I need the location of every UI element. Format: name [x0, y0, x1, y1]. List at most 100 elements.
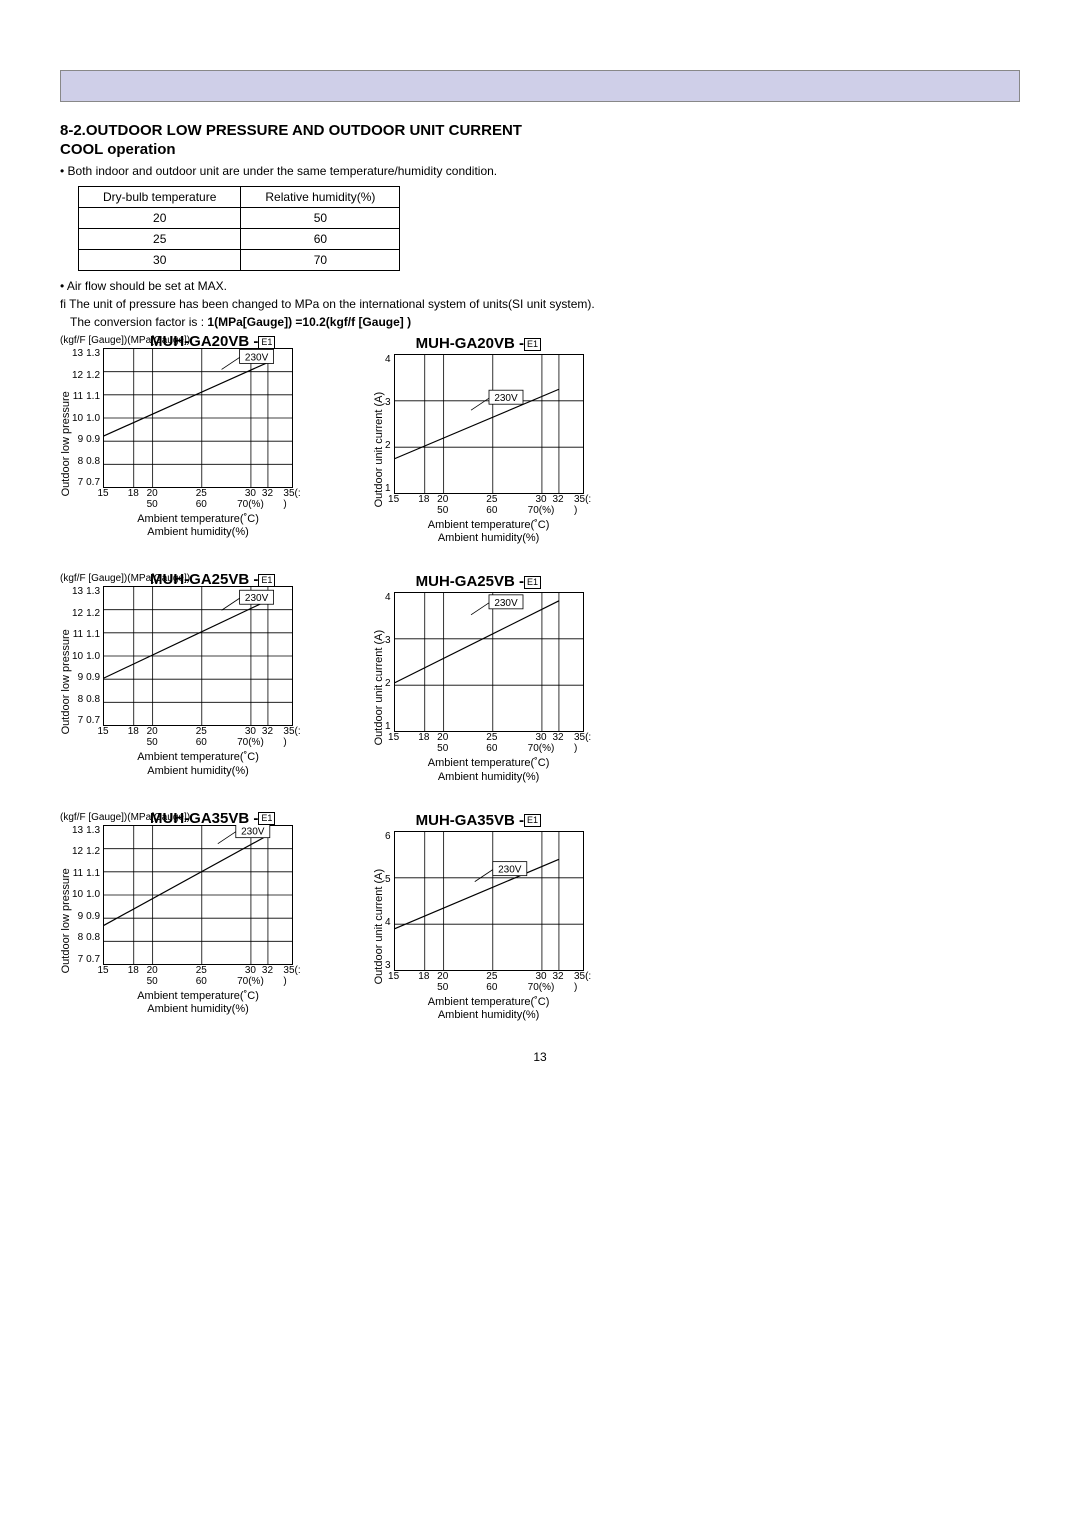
x-tick-label-humidity: 60 [196, 499, 207, 510]
chart-title: MUH-GA20VB -E1 [373, 335, 584, 352]
x-tick-label-humidity: 60 [196, 737, 207, 748]
x-tick-label: 20 [437, 494, 448, 505]
e1-tag: E1 [524, 338, 541, 351]
x-tick-label-humidity: 60 [486, 505, 497, 516]
x-tick-label: 30 [245, 965, 256, 976]
section-title: 8-2.OUTDOOR LOW PRESSURE AND OUTDOOR UNI… [60, 122, 1020, 139]
y-tick-label: 11 [72, 868, 83, 879]
x-tick-label: 18 [128, 488, 139, 499]
x-tick-label-humidity: 50 [437, 982, 448, 993]
pressure-chart-block: (kgf/F [Gauge])(MPa[Gauge])MUH-GA25VB -E… [60, 573, 293, 777]
y-tick-label: 8 [72, 694, 83, 705]
x-axis-caption: Ambient temperature(˚C)Ambient humidity(… [103, 751, 293, 777]
y-tick-label: 13 [72, 348, 83, 359]
x-tick-label: 18 [128, 965, 139, 976]
y-tick-label: 9 [72, 672, 83, 683]
y-tick-label: 12 [72, 846, 83, 857]
x-tick-label: 25 [486, 732, 497, 743]
chart-title: MUH-GA25VB -E1 [373, 573, 584, 590]
x-tick-label: 32 [262, 726, 273, 737]
svg-text:230V: 230V [241, 826, 265, 837]
x-tick-label: 30 [535, 971, 546, 982]
table-header: Relative humidity(%) [241, 187, 400, 208]
x-tick-label: 32 [552, 494, 563, 505]
table-cell: 20 [79, 208, 241, 229]
x-tick-label-humidity: 50 [437, 743, 448, 754]
x-tick-label: 25 [196, 726, 207, 737]
charts-container: (kgf/F [Gauge])(MPa[Gauge])MUH-GA20VB -E… [60, 335, 1020, 1022]
x-axis-caption: Ambient temperature(˚C)Ambient humidity(… [103, 990, 293, 1016]
table-cell: 30 [79, 250, 241, 271]
y-tick-label: 1.0 [86, 889, 100, 900]
x-tick-label: 18 [128, 726, 139, 737]
svg-text:230V: 230V [245, 352, 269, 363]
x-tick-label-humidity: 70(%) [237, 499, 264, 510]
y-tick-label: 11 [72, 391, 83, 402]
y-tick-label: 1.3 [86, 825, 100, 836]
table-header: Dry-bulb temperature [79, 187, 241, 208]
x-tick-label-humidity: 70(%) [237, 976, 264, 987]
x-tick-label-humidity: 50 [147, 499, 158, 510]
y-tick-label: 7 [72, 477, 83, 488]
note-airflow: • Air flow should be set at MAX. [60, 279, 1020, 293]
x-tick-label: 32 [552, 732, 563, 743]
table-row: 2050 [79, 208, 400, 229]
y-tick-label: 2 [385, 678, 391, 689]
x-tick-label: 25 [486, 494, 497, 505]
x-tick-label-humidity: 70(%) [528, 982, 555, 993]
y-tick-label: 0.9 [86, 434, 100, 445]
y-tick-label: 1.2 [86, 370, 100, 381]
current-chart-block: MUH-GA25VB -E1Outdoor unit current (A)43… [373, 573, 584, 783]
x-tick-label: 30 [245, 726, 256, 737]
svg-text:230V: 230V [494, 598, 518, 609]
chart-row: (kgf/F [Gauge])(MPa[Gauge])MUH-GA25VB -E… [60, 573, 1020, 783]
y-axis-label: Outdoor low pressure [60, 586, 72, 777]
y-tick-label: 8 [72, 932, 83, 943]
x-tick-label: 18 [418, 732, 429, 743]
e1-tag: E1 [258, 336, 275, 349]
chart-plot: 230V [394, 592, 584, 732]
x-axis-caption: Ambient temperature(˚C)Ambient humidity(… [394, 996, 584, 1022]
y-tick-label: 2 [385, 440, 391, 451]
x-tick-label: 30 [535, 494, 546, 505]
y-tick-label: 7 [72, 715, 83, 726]
y-tick-label: 9 [72, 911, 83, 922]
x-tick-label: 20 [147, 488, 158, 499]
y-tick-label: 11 [72, 629, 83, 640]
y-tick-label: 13 [72, 586, 83, 597]
pressure-chart-block: (kgf/F [Gauge])(MPa[Gauge])MUH-GA35VB -E… [60, 812, 293, 1016]
y-axis-label: Outdoor low pressure [60, 348, 72, 539]
x-tick-label: 35(: ) [283, 726, 300, 748]
chart-plot: 230V [394, 831, 584, 971]
y-tick-label: 1.2 [86, 846, 100, 857]
svg-text:230V: 230V [498, 864, 522, 875]
x-tick-label: 30 [535, 732, 546, 743]
x-tick-label: 32 [262, 488, 273, 499]
current-chart-block: MUH-GA20VB -E1Outdoor unit current (A)43… [373, 335, 584, 545]
y-tick-label: 1.3 [86, 348, 100, 359]
x-tick-label: 35(: ) [283, 488, 300, 510]
table-row: 3070 [79, 250, 400, 271]
x-axis-caption: Ambient temperature(˚C)Ambient humidity(… [394, 519, 584, 545]
y-tick-label: 13 [72, 825, 83, 836]
x-tick-label: 15 [97, 726, 108, 737]
x-axis-caption: Ambient temperature(˚C)Ambient humidity(… [103, 513, 293, 539]
x-tick-label-humidity: 70(%) [528, 505, 555, 516]
x-tick-label: 32 [552, 971, 563, 982]
y-axis-label: Outdoor unit current (A) [373, 831, 385, 1022]
y-tick-label: 1.1 [86, 629, 100, 640]
table-row: 2560 [79, 229, 400, 250]
x-tick-label: 32 [262, 965, 273, 976]
x-tick-label: 20 [437, 732, 448, 743]
note-pressure-1: fi The unit of pressure has been changed… [60, 297, 1020, 311]
y-tick-label: 4 [385, 592, 391, 603]
y-tick-label: 1.1 [86, 391, 100, 402]
x-tick-label: 20 [437, 971, 448, 982]
y-tick-label: 8 [72, 456, 83, 467]
y-tick-label: 7 [72, 954, 83, 965]
note-pressure-2: The conversion factor is : 1(MPa[Gauge])… [60, 315, 1020, 329]
x-tick-label: 15 [97, 965, 108, 976]
y-tick-label: 0.9 [86, 672, 100, 683]
page-number: 13 [60, 1050, 1020, 1064]
chart-title: MUH-GA35VB -E1 [150, 810, 275, 827]
